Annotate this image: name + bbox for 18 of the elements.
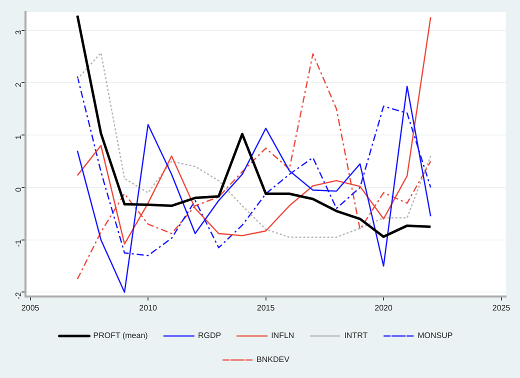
line-series bbox=[76, 52, 432, 238]
y-tick-label: 1 bbox=[14, 134, 23, 140]
x-tick-label: 2005 bbox=[21, 303, 40, 312]
x-tick-label: 2010 bbox=[139, 303, 158, 312]
legend-label: INTRT bbox=[344, 331, 368, 340]
y-tick-label: 2 bbox=[14, 82, 23, 88]
y-tick-label: 3 bbox=[14, 30, 23, 35]
x-tick-label: 2025 bbox=[492, 303, 511, 312]
x-tick-label: 2020 bbox=[374, 303, 393, 312]
y-tick-label: -1 bbox=[14, 239, 23, 247]
y-tick-label: -2 bbox=[14, 292, 23, 300]
legend-label: RGDP bbox=[198, 331, 222, 340]
legend-label: PROFT (mean) bbox=[93, 331, 148, 340]
legend-label: INFLN bbox=[271, 331, 294, 340]
y-tick-label: 0 bbox=[14, 186, 23, 192]
legend-label: MONSUP bbox=[418, 331, 453, 340]
legend-label: BNKDEV bbox=[256, 355, 290, 364]
x-tick-label: 2015 bbox=[256, 303, 276, 312]
